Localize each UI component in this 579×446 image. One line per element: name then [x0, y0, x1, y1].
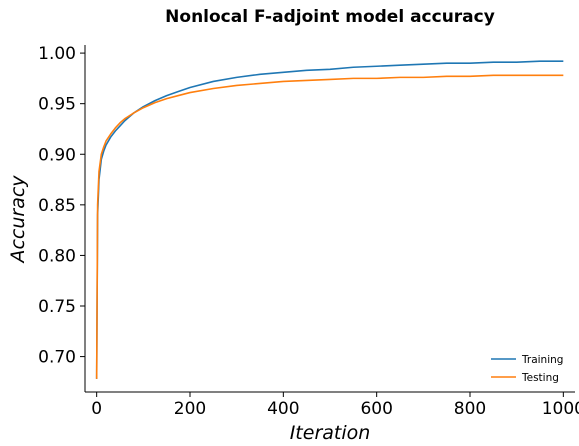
x-tick-label: 400 — [267, 399, 299, 419]
y-tick-label: 0.90 — [38, 145, 76, 165]
y-axis-ticks: 0.70 0.75 0.80 0.85 0.90 0.95 1.00 — [38, 44, 85, 368]
y-tick-label: 0.70 — [38, 348, 76, 368]
x-axis-label: Iteration — [290, 422, 371, 444]
x-tick-label: 800 — [454, 399, 486, 419]
y-tick-label: 0.75 — [38, 297, 76, 317]
x-tick-label: 600 — [360, 399, 392, 419]
chart-title: Nonlocal F-adjoint model accuracy — [165, 7, 495, 27]
y-tick-label: 0.95 — [38, 95, 76, 115]
plot-area — [95, 60, 564, 379]
legend-label-training: Training — [521, 354, 563, 366]
y-tick-label: 0.80 — [38, 246, 76, 266]
series-line-testing — [95, 74, 564, 379]
legend-frame — [484, 348, 572, 386]
series-line-training — [95, 60, 564, 379]
y-tick-label: 1.00 — [38, 44, 76, 64]
x-tick-label: 0 — [91, 399, 102, 419]
y-axis-label: Accuracy — [7, 175, 29, 265]
legend: Training Testing — [484, 348, 572, 386]
x-tick-label: 200 — [174, 399, 206, 419]
y-tick-label: 0.85 — [38, 196, 76, 216]
legend-label-testing: Testing — [521, 372, 559, 384]
